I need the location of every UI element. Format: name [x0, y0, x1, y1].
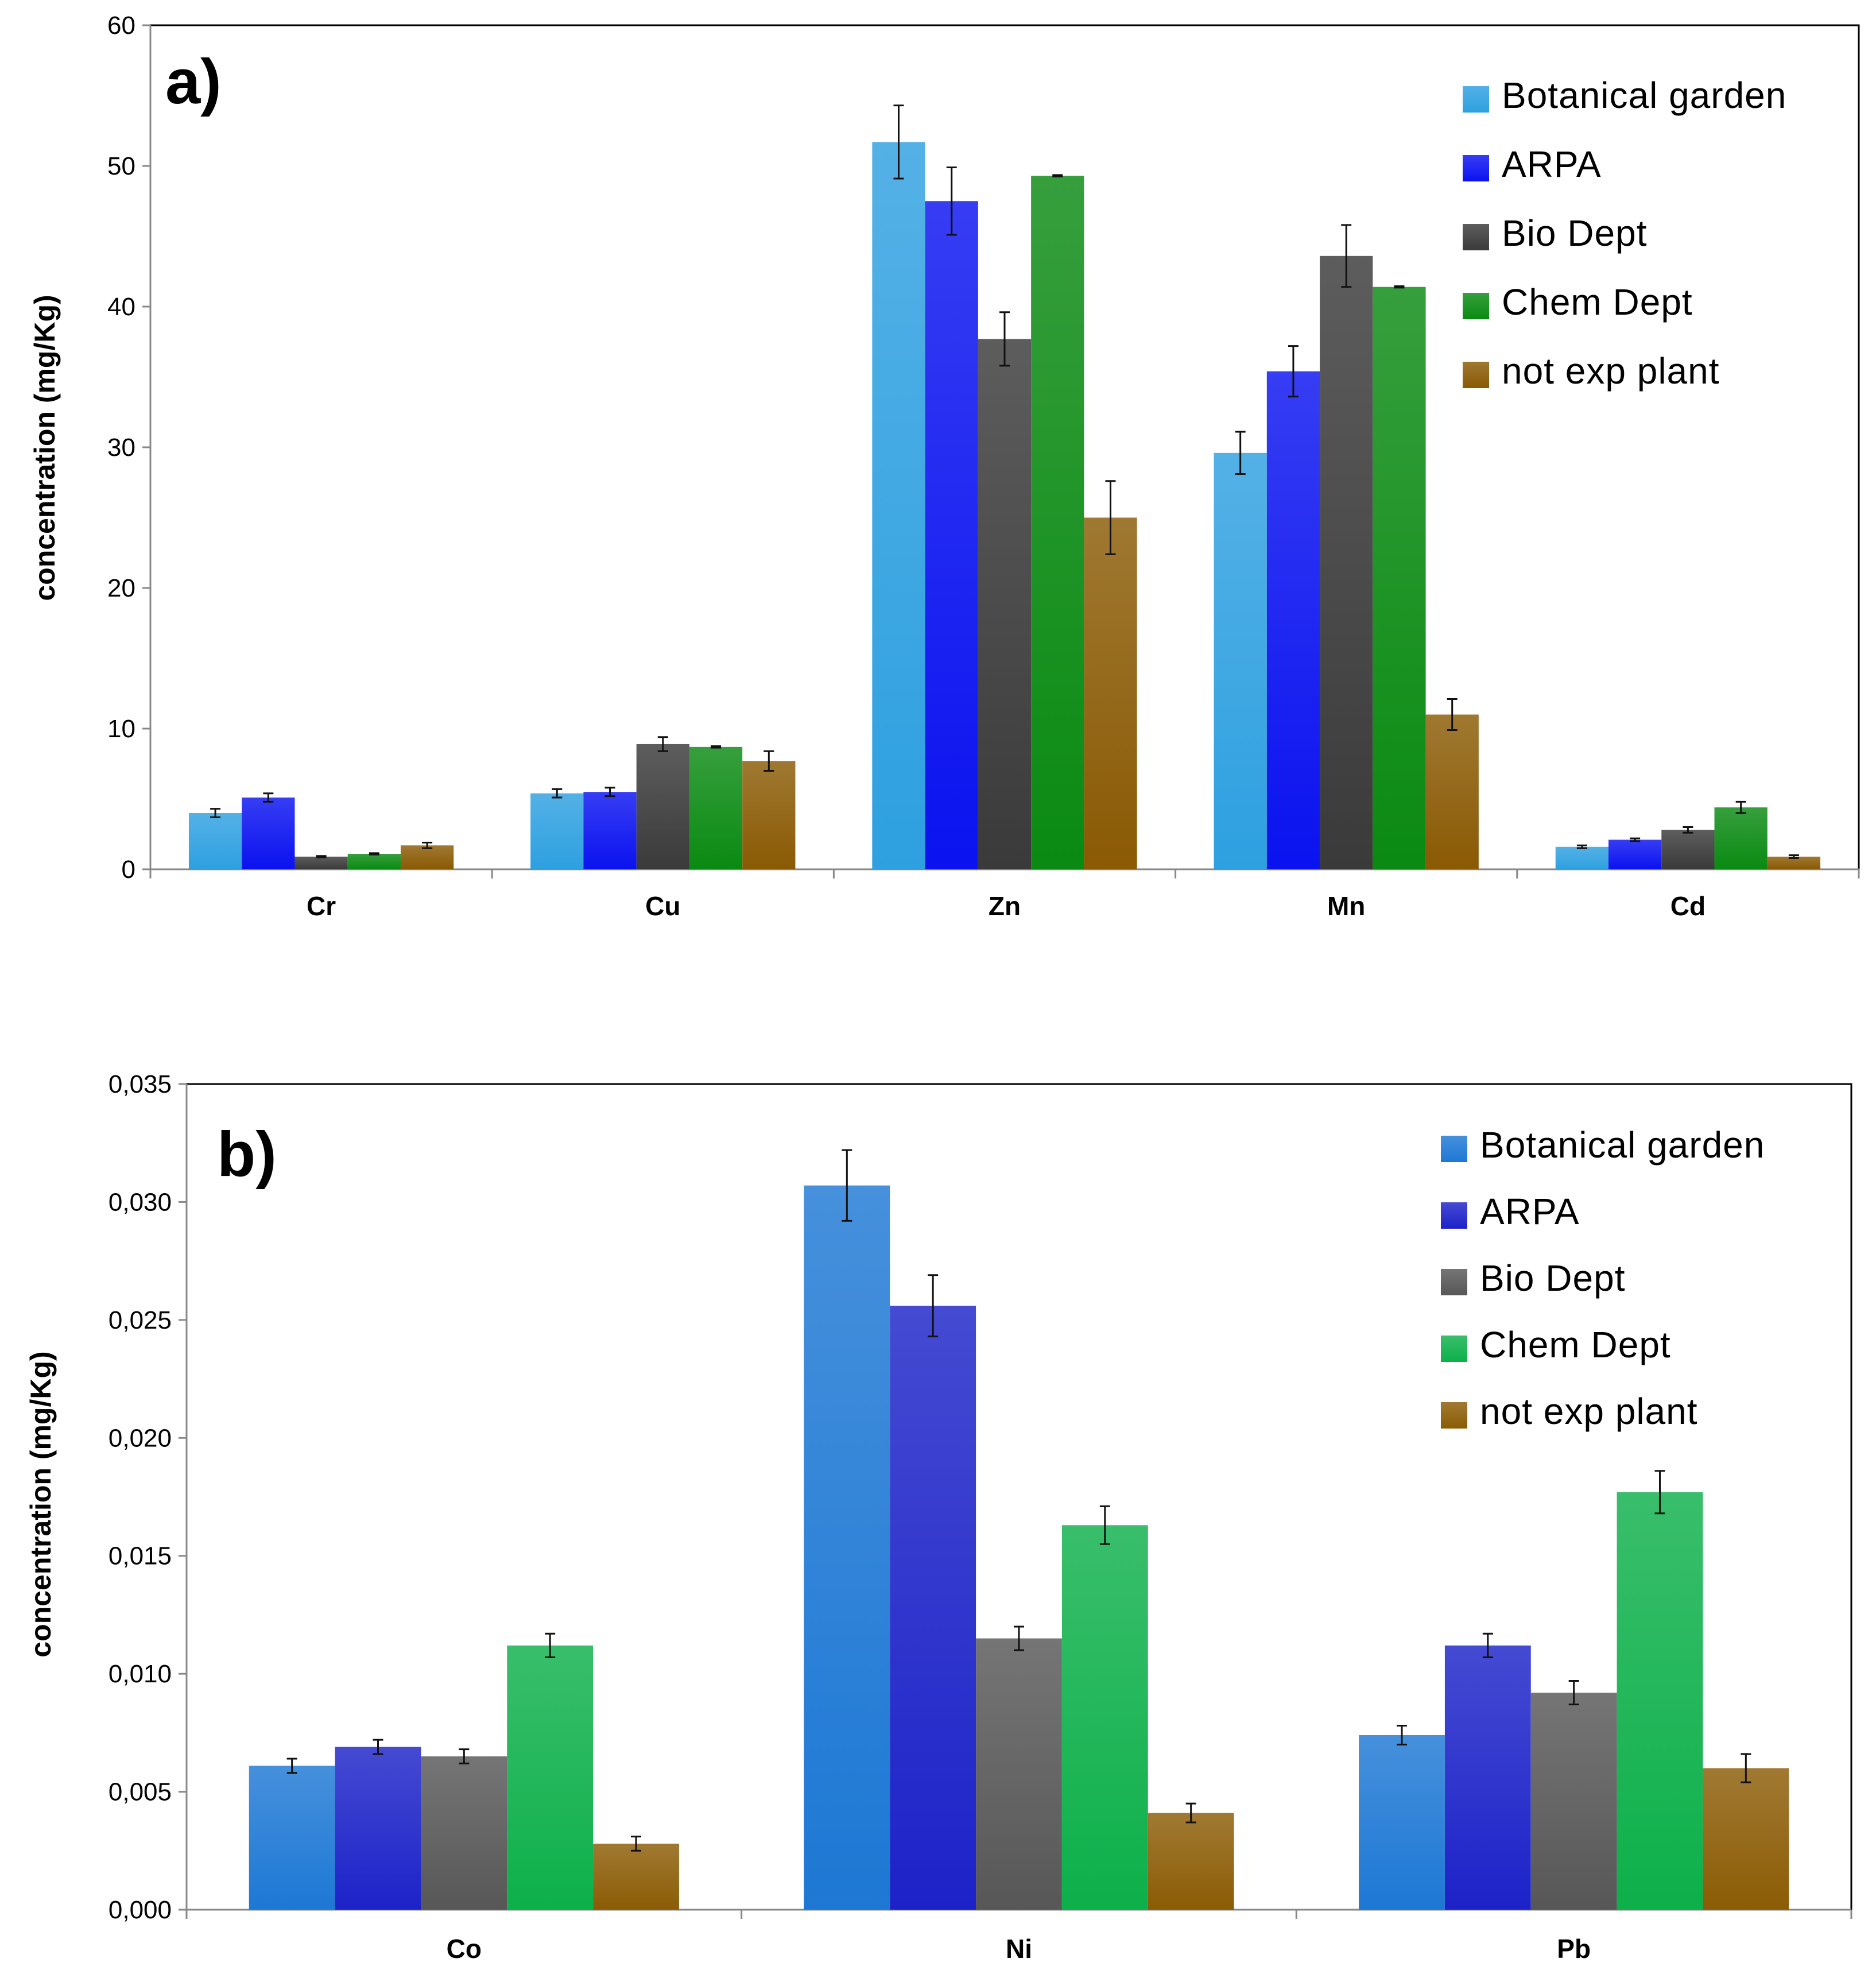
y-tick-label: 0,020	[108, 1424, 172, 1452]
y-axis-label-b: concentration (mg/Kg)	[25, 1351, 57, 1657]
y-tick-label: 30	[107, 433, 135, 462]
bar-arpa-zn	[925, 201, 978, 869]
legend-label-botanical-garden: Botanical garden	[1480, 1124, 1765, 1166]
bar-botanical-garden-cd	[1555, 846, 1609, 869]
bar-chem-dept-mn	[1373, 287, 1426, 869]
panel-label-b: b)	[217, 1119, 277, 1190]
bar-arpa-cu	[583, 792, 637, 869]
panel-label-a: a)	[165, 47, 222, 117]
legend-swatch-chem-dept	[1441, 1336, 1467, 1362]
y-axis-label-a: concentration (mg/Kg)	[29, 295, 61, 601]
bar-arpa-pb	[1444, 1645, 1531, 1910]
legend-label-not-exp-plant: not exp plant	[1502, 350, 1720, 392]
bar-not-exp-plant-mn	[1425, 714, 1479, 869]
bar-botanical-garden-cr	[188, 813, 242, 869]
legend-label-arpa: ARPA	[1502, 144, 1602, 185]
bar-not-exp-plant-ni	[1148, 1813, 1234, 1910]
y-tick-label: 0,025	[108, 1306, 172, 1334]
y-tick-label: 0,035	[108, 1070, 172, 1098]
legend-swatch-chem-dept	[1463, 293, 1489, 319]
legend-label-chem-dept: Chem Dept	[1502, 281, 1693, 323]
bar-not-exp-plant-co	[593, 1843, 679, 1910]
bar-chem-dept-co	[507, 1645, 594, 1910]
y-tick-label: 0,005	[108, 1778, 172, 1806]
bar-chem-dept-cu	[689, 746, 743, 869]
bar-botanical-garden-cu	[530, 793, 584, 869]
bar-bio-dept-pb	[1530, 1693, 1617, 1910]
bar-bio-dept-co	[421, 1756, 507, 1910]
bar-bio-dept-cr	[294, 856, 348, 869]
bar-not-exp-plant-cd	[1767, 856, 1821, 869]
bar-not-exp-plant-zn	[1084, 517, 1137, 869]
y-tick-label: 0,010	[108, 1660, 172, 1688]
y-tick-label: 0,015	[108, 1542, 172, 1570]
bar-botanical-garden-zn	[872, 142, 925, 870]
legend-swatch-arpa	[1463, 155, 1489, 181]
bar-arpa-cd	[1608, 839, 1662, 869]
y-tick-label: 0	[122, 856, 135, 884]
x-tick-label: Co	[447, 1934, 482, 1964]
legend-label-bio-dept: Bio Dept	[1480, 1257, 1625, 1299]
y-tick-label: 50	[107, 152, 135, 180]
bar-chem-dept-zn	[1031, 176, 1084, 869]
legend-swatch-botanical-garden	[1463, 86, 1489, 113]
y-tick-label: 0,000	[108, 1896, 172, 1924]
bar-bio-dept-mn	[1320, 256, 1373, 869]
legend-label-not-exp-plant: not exp plant	[1480, 1391, 1698, 1432]
legend-swatch-bio-dept	[1441, 1269, 1467, 1295]
bar-bio-dept-zn	[978, 339, 1032, 869]
legend-b: Botanical garden ARPA Bio Dept Chem Dept not…	[1441, 1124, 1765, 1432]
x-tick-label: Zn	[989, 891, 1021, 921]
x-tick-label: Mn	[1327, 891, 1365, 921]
bar-arpa-mn	[1266, 371, 1320, 869]
bar-botanical-garden-ni	[804, 1185, 890, 1910]
bar-arpa-ni	[890, 1306, 976, 1910]
bar-chem-dept-cr	[347, 854, 401, 869]
bar-arpa-cr	[242, 798, 295, 869]
x-tick-label: Cr	[307, 891, 336, 921]
bar-botanical-garden-co	[249, 1766, 335, 1910]
legend-swatch-not-exp-plant	[1441, 1402, 1467, 1429]
y-tick-label: 60	[107, 11, 135, 40]
bar-not-exp-plant-cr	[400, 845, 454, 869]
x-tick-label: Ni	[1006, 1934, 1032, 1964]
bar-bio-dept-cd	[1661, 830, 1715, 869]
x-tick-label: Cd	[1670, 891, 1706, 921]
legend-swatch-arpa	[1441, 1202, 1467, 1229]
y-tick-label: 40	[107, 293, 135, 321]
bar-bio-dept-cu	[636, 744, 689, 869]
bar-botanical-garden-mn	[1214, 452, 1267, 869]
legend-swatch-botanical-garden	[1441, 1136, 1467, 1162]
legend-swatch-not-exp-plant	[1463, 362, 1489, 388]
x-tick-label: Pb	[1557, 1934, 1591, 1964]
bar-not-exp-plant-pb	[1703, 1768, 1789, 1910]
y-tick-label: 20	[107, 574, 135, 602]
y-tick-label: 0,030	[108, 1188, 172, 1216]
legend-label-bio-dept: Bio Dept	[1502, 212, 1647, 254]
legend-label-chem-dept: Chem Dept	[1480, 1324, 1671, 1365]
x-tick-label: Cu	[645, 891, 680, 921]
bar-botanical-garden-pb	[1359, 1735, 1445, 1910]
chart-panel-b: 0,000 0,005 0,010 0,015 0,020 0,025 0,030 0,035…	[25, 1070, 1852, 1964]
y-tick-label: 10	[107, 715, 135, 743]
legend-swatch-bio-dept	[1463, 224, 1489, 250]
legend-label-botanical-garden: Botanical garden	[1502, 75, 1786, 116]
bar-bio-dept-ni	[976, 1638, 1062, 1910]
chart-panel-a: 0 10 20 30 40 50 60 Cr Cu Zn Mn Cd a) concentration…	[29, 11, 1860, 921]
bar-chem-dept-ni	[1061, 1525, 1148, 1910]
bar-chem-dept-pb	[1617, 1492, 1703, 1910]
bar-not-exp-plant-cu	[742, 761, 796, 869]
bar-chem-dept-cd	[1714, 807, 1768, 869]
legend-a: Botanical garden ARPA Bio Dept Chem Dept not…	[1463, 75, 1786, 392]
legend-label-arpa: ARPA	[1480, 1191, 1580, 1232]
bar-arpa-co	[335, 1747, 421, 1910]
